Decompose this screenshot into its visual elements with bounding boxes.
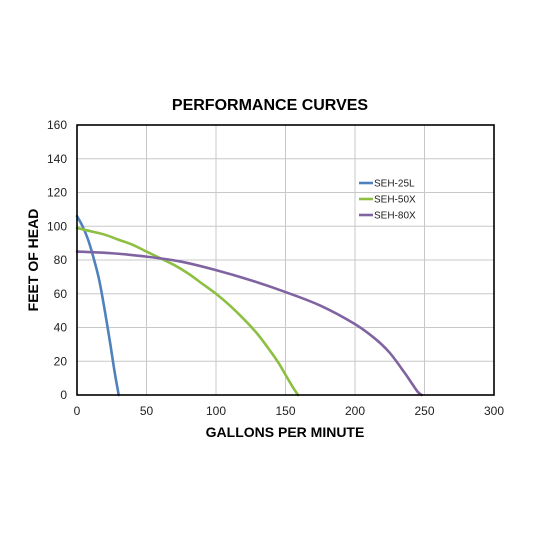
y-tick-label: 60 (54, 287, 68, 301)
x-tick-label: 150 (275, 404, 295, 418)
y-axis-label: FEET OF HEAD (25, 209, 41, 312)
x-tick-label: 250 (414, 404, 434, 418)
y-tick-label: 120 (47, 186, 67, 200)
y-tick-label: 20 (54, 354, 68, 368)
x-tick-label: 300 (484, 404, 504, 418)
y-tick-label: 40 (54, 321, 68, 335)
tick-labels: 0 50 100 150 200 250 300 0 20 40 60 80 100 120 140 160 (47, 118, 504, 418)
x-tick-label: 100 (206, 404, 226, 418)
y-tick-label: 0 (60, 388, 67, 402)
series-line-seh-50x (75, 226, 300, 397)
chart-title: PERFORMANCE CURVES (172, 97, 369, 114)
y-tick-label: 140 (47, 152, 67, 166)
legend-label: SEH-80X (374, 211, 416, 222)
data-series (75, 214, 424, 397)
gridlines (77, 125, 494, 395)
legend-label: SEH-25L (374, 179, 415, 190)
legend-label: SEH-50X (374, 195, 416, 206)
x-tick-label: 200 (345, 404, 365, 418)
x-tick-label: 0 (74, 404, 81, 418)
y-tick-label: 100 (47, 219, 67, 233)
series-line-seh-80x (75, 250, 424, 397)
x-axis-label: GALLONS PER MINUTE (206, 424, 365, 440)
legend: SEH-25L SEH-50X SEH-80X (359, 179, 416, 222)
y-tick-label: 160 (47, 118, 67, 132)
x-tick-label: 50 (140, 404, 154, 418)
y-tick-label: 80 (54, 253, 68, 267)
series-line-seh-25l (75, 214, 120, 397)
plot-frame (76, 124, 495, 396)
